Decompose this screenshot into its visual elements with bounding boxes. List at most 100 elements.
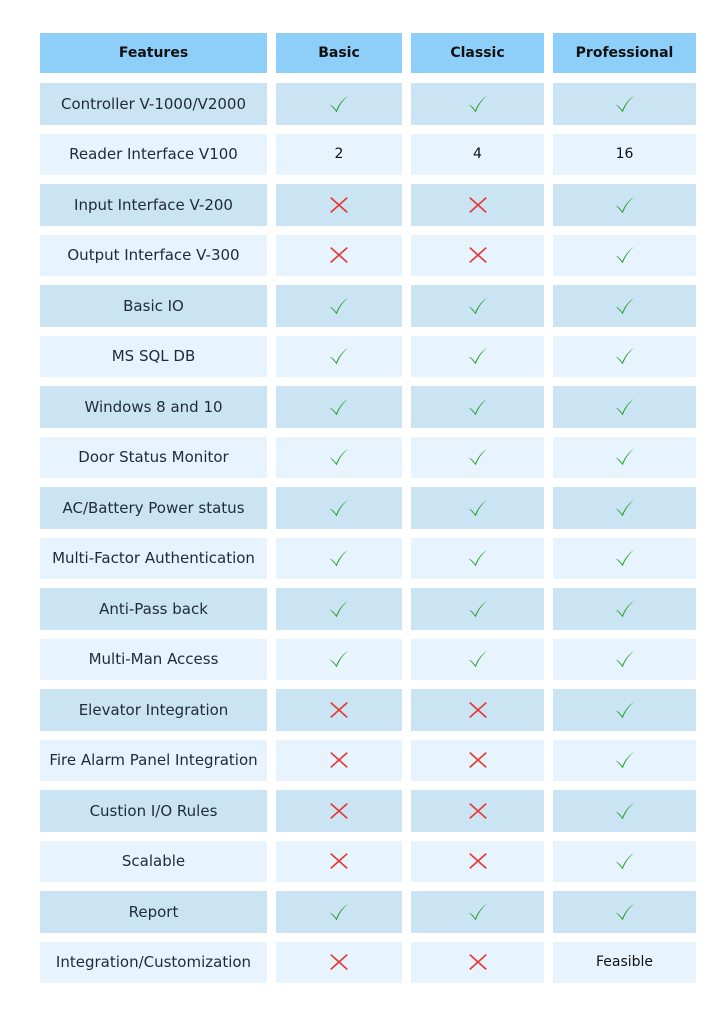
check-icon bbox=[553, 891, 696, 933]
check-icon bbox=[411, 83, 544, 125]
check-icon bbox=[411, 891, 544, 933]
cross-icon bbox=[411, 790, 544, 832]
feature-name: Output Interface V-300 bbox=[40, 234, 267, 276]
feature-name: Scalable bbox=[40, 840, 267, 882]
value-text: 16 bbox=[615, 146, 634, 163]
check-icon bbox=[411, 638, 544, 680]
table-row: AC/Battery Power status bbox=[40, 487, 696, 529]
feature-name: Custion I/O Rules bbox=[40, 790, 267, 832]
table-row: Input Interface V-200 bbox=[40, 184, 696, 226]
check-icon bbox=[553, 689, 696, 731]
table-row: Output Interface V-300 bbox=[40, 234, 696, 276]
table-row: Fire Alarm Panel Integration bbox=[40, 739, 696, 781]
check-icon bbox=[411, 537, 544, 579]
feature-name: Integration/Customization bbox=[40, 941, 267, 983]
check-icon bbox=[553, 638, 696, 680]
check-icon bbox=[276, 386, 402, 428]
comparison-table: Features Basic Classic Professional Cont… bbox=[40, 33, 696, 992]
value-cell: Feasible bbox=[553, 941, 696, 983]
feature-name: Multi-Factor Authentication bbox=[40, 537, 267, 579]
check-icon bbox=[276, 285, 402, 327]
table-row: Multi-Factor Authentication bbox=[40, 537, 696, 579]
table-row: Integration/Customization Feasible bbox=[40, 941, 696, 983]
table-header-row: Features Basic Classic Professional bbox=[40, 33, 696, 73]
cross-icon bbox=[276, 840, 402, 882]
header-basic: Basic bbox=[276, 33, 402, 73]
cross-icon bbox=[276, 941, 402, 983]
check-icon bbox=[411, 285, 544, 327]
table-row: Door Status Monitor bbox=[40, 436, 696, 478]
feature-name: Fire Alarm Panel Integration bbox=[40, 739, 267, 781]
check-icon bbox=[411, 487, 544, 529]
check-icon bbox=[276, 537, 402, 579]
check-icon bbox=[553, 386, 696, 428]
table-row: Reader Interface V100 2 4 16 bbox=[40, 133, 696, 175]
check-icon bbox=[276, 436, 402, 478]
check-icon bbox=[553, 234, 696, 276]
table-row: Multi-Man Access bbox=[40, 638, 696, 680]
check-icon bbox=[276, 588, 402, 630]
check-icon bbox=[276, 487, 402, 529]
cross-icon bbox=[276, 184, 402, 226]
check-icon bbox=[553, 436, 696, 478]
table-row: Anti-Pass back bbox=[40, 588, 696, 630]
table-row: Elevator Integration bbox=[40, 689, 696, 731]
table-row: Scalable bbox=[40, 840, 696, 882]
value-text: 4 bbox=[473, 146, 482, 163]
value-cell: 2 bbox=[276, 133, 402, 175]
feature-name: Anti-Pass back bbox=[40, 588, 267, 630]
value-text: Feasible bbox=[595, 954, 654, 971]
check-icon bbox=[276, 638, 402, 680]
table-row: Basic IO bbox=[40, 285, 696, 327]
check-icon bbox=[411, 588, 544, 630]
table-row: Windows 8 and 10 bbox=[40, 386, 696, 428]
feature-name: Windows 8 and 10 bbox=[40, 386, 267, 428]
feature-name: Input Interface V-200 bbox=[40, 184, 267, 226]
feature-name: AC/Battery Power status bbox=[40, 487, 267, 529]
feature-name: Controller V-1000/V2000 bbox=[40, 83, 267, 125]
check-icon bbox=[276, 335, 402, 377]
check-icon bbox=[553, 739, 696, 781]
header-classic: Classic bbox=[411, 33, 544, 73]
check-icon bbox=[276, 891, 402, 933]
check-icon bbox=[553, 335, 696, 377]
feature-name: Elevator Integration bbox=[40, 689, 267, 731]
feature-name: Basic IO bbox=[40, 285, 267, 327]
feature-name: Reader Interface V100 bbox=[40, 133, 267, 175]
cross-icon bbox=[276, 234, 402, 276]
table-row: Controller V-1000/V2000 bbox=[40, 83, 696, 125]
value-cell: 4 bbox=[411, 133, 544, 175]
cross-icon bbox=[411, 840, 544, 882]
check-icon bbox=[411, 335, 544, 377]
check-icon bbox=[276, 83, 402, 125]
check-icon bbox=[553, 184, 696, 226]
cross-icon bbox=[276, 739, 402, 781]
value-text: 2 bbox=[334, 146, 344, 163]
check-icon bbox=[553, 790, 696, 832]
cross-icon bbox=[411, 689, 544, 731]
check-icon bbox=[553, 83, 696, 125]
table-row: Report bbox=[40, 891, 696, 933]
check-icon bbox=[411, 436, 544, 478]
feature-name: MS SQL DB bbox=[40, 335, 267, 377]
table-row: Custion I/O Rules bbox=[40, 790, 696, 832]
check-icon bbox=[553, 588, 696, 630]
cross-icon bbox=[411, 234, 544, 276]
check-icon bbox=[553, 285, 696, 327]
check-icon bbox=[411, 386, 544, 428]
cross-icon bbox=[411, 941, 544, 983]
feature-name: Report bbox=[40, 891, 267, 933]
cross-icon bbox=[276, 790, 402, 832]
cross-icon bbox=[411, 184, 544, 226]
table-body: Controller V-1000/V2000 Reader Interface … bbox=[40, 83, 696, 983]
feature-name: Door Status Monitor bbox=[40, 436, 267, 478]
check-icon bbox=[553, 487, 696, 529]
cross-icon bbox=[411, 739, 544, 781]
value-cell: 16 bbox=[553, 133, 696, 175]
feature-name: Multi-Man Access bbox=[40, 638, 267, 680]
check-icon bbox=[553, 537, 696, 579]
header-professional: Professional bbox=[553, 33, 696, 73]
table-row: MS SQL DB bbox=[40, 335, 696, 377]
check-icon bbox=[553, 840, 696, 882]
header-features: Features bbox=[40, 33, 267, 73]
